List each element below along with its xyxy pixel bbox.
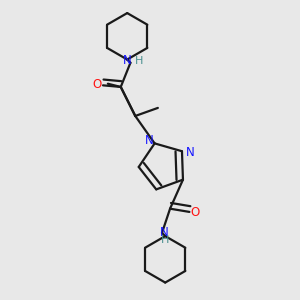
Text: O: O bbox=[93, 78, 102, 91]
Text: H: H bbox=[160, 235, 169, 245]
Text: N: N bbox=[186, 146, 194, 159]
Text: N: N bbox=[123, 54, 132, 67]
Text: H: H bbox=[135, 56, 144, 66]
Text: O: O bbox=[190, 206, 200, 219]
Text: N: N bbox=[144, 134, 153, 147]
Text: N: N bbox=[160, 226, 169, 239]
